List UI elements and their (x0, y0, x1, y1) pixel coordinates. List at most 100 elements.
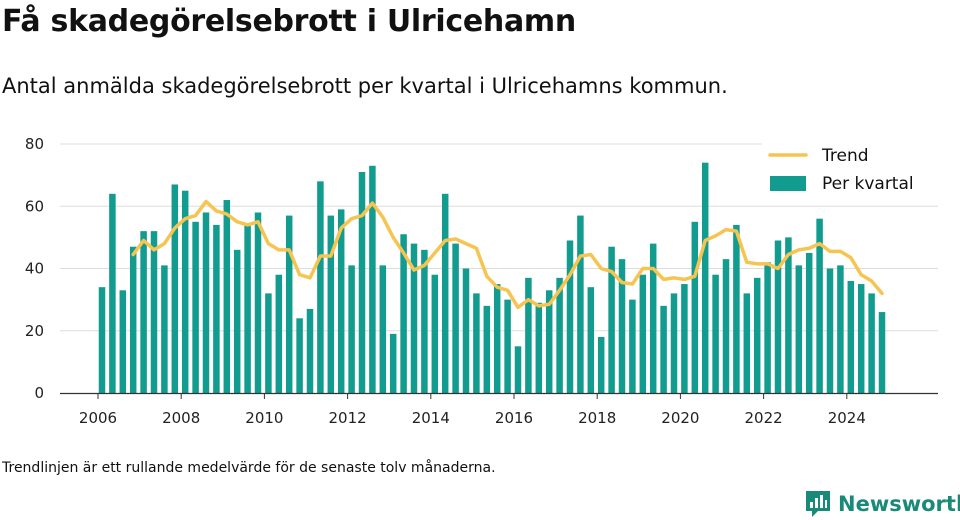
bar (712, 274, 719, 393)
bar (795, 265, 803, 393)
bar (119, 290, 127, 393)
bar (857, 284, 865, 393)
bar (785, 237, 792, 394)
x-tick-label: 2018 (578, 409, 616, 427)
bar (327, 215, 335, 393)
bar (400, 234, 407, 393)
bar (213, 224, 220, 393)
bar (421, 249, 428, 393)
bar (722, 259, 730, 393)
bar (681, 284, 688, 393)
brand-logo: Newsworthy (804, 488, 960, 520)
bar (753, 277, 761, 393)
bar (493, 284, 501, 393)
bar (847, 280, 855, 393)
bar (265, 293, 272, 393)
bar (150, 231, 158, 393)
x-tick-label: 2014 (412, 409, 450, 427)
x-tick-label: 2008 (162, 409, 200, 427)
bar (306, 308, 314, 393)
bar (608, 246, 615, 393)
bar (441, 193, 449, 393)
legend-label-bars: Per kvartal (822, 174, 914, 194)
bar (743, 293, 751, 393)
x-tick-label: 2006 (79, 409, 117, 427)
bar (161, 265, 168, 393)
bar (223, 200, 231, 393)
bar (816, 218, 823, 393)
bar (733, 224, 740, 393)
bar (483, 305, 491, 393)
chart-subtitle: Antal anmälda skadegörelsebrott per kvar… (2, 74, 728, 98)
y-tick-label: 60 (25, 197, 44, 215)
brand-name: Newsworthy (838, 492, 960, 516)
x-tick-label: 2022 (745, 409, 783, 427)
bar (691, 221, 699, 393)
bar (587, 287, 595, 393)
bar (275, 274, 283, 393)
chart-title: Få skadegörelsebrott i Ulricehamn (2, 4, 576, 39)
bar (337, 209, 345, 393)
bar (670, 293, 678, 393)
bar (171, 184, 179, 393)
bar (649, 243, 657, 393)
bar (348, 265, 355, 393)
bar (805, 252, 813, 393)
bar (473, 293, 480, 393)
legend: Trend Per kvartal (762, 140, 938, 202)
legend-background (762, 140, 938, 202)
bar-chart: 0 20 40 60 80 2006 2008 2010 2012 2014 2016 2018 202… (25, 135, 938, 427)
bar (514, 346, 522, 393)
y-tick-label: 80 (25, 135, 44, 153)
bar (109, 193, 116, 393)
bar-chart-logo-icon (806, 491, 830, 517)
x-tick-label: 2016 (495, 409, 533, 427)
bar (618, 259, 626, 393)
legend-swatch-bars (770, 176, 806, 191)
legend-label-trend: Trend (821, 146, 869, 166)
trend-line (131, 199, 884, 310)
trend-series (131, 199, 884, 310)
bar (233, 249, 241, 393)
bar (431, 274, 439, 393)
bar (358, 172, 366, 393)
bar (639, 274, 647, 393)
bar (878, 312, 886, 393)
bar (597, 336, 605, 393)
bar (660, 305, 667, 393)
x-tick-label: 2010 (245, 409, 283, 427)
bar (389, 333, 397, 393)
bar (181, 190, 189, 393)
footnote: Trendlinjen är ett rullande medelvärde f… (2, 460, 496, 476)
y-tick-label: 40 (25, 260, 44, 278)
bar (525, 277, 532, 393)
bar (701, 162, 709, 393)
bar (379, 265, 387, 393)
bar-series (98, 162, 886, 394)
bar (244, 224, 251, 393)
bar (129, 246, 137, 393)
x-tick-label: 2024 (828, 409, 866, 427)
bar (192, 221, 199, 393)
bar (774, 240, 782, 393)
bar (556, 277, 563, 393)
bar (577, 215, 584, 393)
x-tick-label: 2012 (329, 409, 367, 427)
bar (545, 290, 553, 393)
bar (410, 243, 418, 393)
bar (566, 240, 574, 393)
bar (764, 262, 771, 393)
bar (535, 302, 543, 393)
bar (837, 265, 844, 393)
bar (140, 231, 147, 393)
y-tick-label: 0 (34, 384, 44, 402)
bar (504, 299, 511, 394)
bar (462, 268, 470, 393)
bar (254, 212, 262, 393)
bar (452, 243, 459, 393)
x-tick-label: 2020 (661, 409, 699, 427)
bar (629, 299, 636, 394)
bar (98, 287, 106, 393)
axes: 0 20 40 60 80 2006 2008 2010 2012 2014 2016 2018 202… (25, 135, 938, 427)
bar (868, 293, 875, 393)
